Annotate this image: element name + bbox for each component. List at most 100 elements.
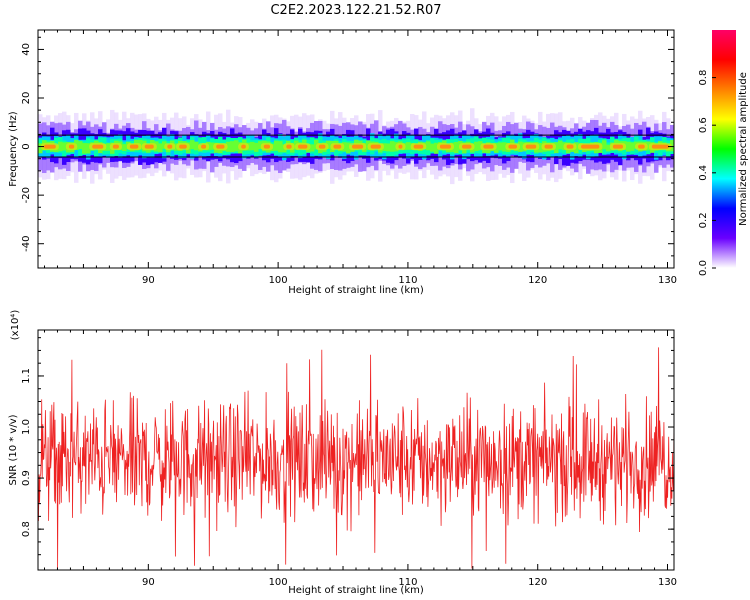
snr-panel: 90 100 110 120 130 0.8 0.9 1.0 1.1 Height of st… <box>8 310 677 596</box>
spectrogram-peak-halo <box>294 143 311 151</box>
x-tick-label: 130 <box>658 577 677 588</box>
spectrogram-cell <box>86 143 91 154</box>
spectrogram-peak-halo <box>436 143 455 151</box>
spectrogram-cell <box>498 142 503 151</box>
spectrogram-peak-halo <box>213 143 228 151</box>
spectrogram-peak-halo <box>283 143 295 151</box>
x-tick-label: 120 <box>528 577 547 588</box>
spectrogram-cell <box>58 141 63 152</box>
y-tick-label: 20 <box>21 92 32 105</box>
spectrogram-peak-halo <box>176 143 190 151</box>
spectrogram-peak-halo <box>395 143 406 151</box>
spectrogram-cell <box>62 142 67 151</box>
y-tick-label: 1.1 <box>21 368 32 384</box>
x-tick-label: 90 <box>142 275 155 286</box>
spectrogram-cell <box>426 141 431 151</box>
snr-series-line <box>38 347 674 569</box>
spectrogram-peak-halo <box>164 143 176 151</box>
spectrogram-peak-halo <box>330 143 345 151</box>
y-tick-label: -40 <box>21 236 32 252</box>
spectrogram-cell <box>454 141 459 154</box>
spectrogram-peak-halo <box>89 143 107 151</box>
spectrogram-cell <box>258 141 263 150</box>
spectrogram-cell <box>538 142 543 153</box>
spectrogram-cell <box>606 144 611 152</box>
spectrogram-cell <box>82 143 87 154</box>
spectrogram-cell <box>190 140 195 150</box>
spectrogram-peak-halo <box>109 143 122 151</box>
spectrogram-peak-halo <box>578 143 603 151</box>
spectrogram-peak-halo <box>65 143 78 151</box>
snr-x-label: Height of straight line (km) <box>288 585 424 596</box>
spectrogram-peak-halo <box>349 143 367 151</box>
x-tick-label: 130 <box>658 275 677 286</box>
spectrogram-y-label: Frequency (Hz) <box>8 111 19 187</box>
spectrogram-cell <box>106 143 111 151</box>
x-tick-label: 100 <box>269 275 288 286</box>
spectrogram-peak-halo <box>367 143 384 151</box>
colorbar-tick-label: 0.8 <box>698 70 709 86</box>
x-tick-label: 90 <box>142 577 155 588</box>
x-tick-label: 100 <box>269 577 288 588</box>
spectrogram-cell <box>406 142 411 150</box>
spectrogram-cell <box>310 144 315 152</box>
y-tick-label: 0.8 <box>21 521 32 537</box>
spectrogram-peak-halo <box>238 143 249 151</box>
spectrogram-peak-halo <box>459 143 475 151</box>
spectrogram-peak-halo <box>541 143 556 151</box>
spectrogram-cell <box>390 141 395 152</box>
y-tick-label: 40 <box>21 43 32 56</box>
spectrogram-cell <box>630 142 635 151</box>
y-tick-label: 0 <box>21 143 32 149</box>
spectrogram-cell <box>78 141 83 150</box>
spectrogram-cell <box>646 141 651 151</box>
spectrogram-cell <box>210 142 215 150</box>
spectrogram-peak-halo <box>505 143 521 151</box>
snr-y-ticks: 0.8 0.9 1.0 1.1 <box>21 337 674 556</box>
y-tick-label: -20 <box>21 187 32 203</box>
spectrogram-cell <box>518 141 523 152</box>
spectrogram-cell <box>382 143 387 151</box>
spectrogram-x-ticks: 90 100 110 120 130 <box>43 30 677 286</box>
colorbar-label: Normalized spectral amplitude <box>738 72 749 226</box>
spectrogram-peak-halo <box>522 143 540 151</box>
spectrogram-cell <box>474 141 479 152</box>
spectrogram-cell <box>326 140 331 149</box>
spectrogram-band <box>38 108 674 185</box>
spectrogram-peak-halo <box>198 143 210 151</box>
x-tick-label: 120 <box>528 275 547 286</box>
snr-plot-area <box>38 330 674 570</box>
spectrogram-cell <box>478 141 483 151</box>
colorbar-tick-label: 0.6 <box>698 117 709 133</box>
spectrogram-cell <box>434 142 439 154</box>
spectrogram-cell <box>230 141 235 153</box>
colorbar-tick-label: 0.4 <box>698 165 709 181</box>
spectrogram-cell <box>162 141 167 149</box>
spectrogram-cell <box>226 141 231 152</box>
spectrogram-cell <box>234 140 239 152</box>
x-tick-label: 110 <box>398 577 417 588</box>
spectrogram-peak-halo <box>141 143 157 151</box>
spectrogram-cell <box>626 141 631 152</box>
spectrogram-peak-halo <box>410 143 427 151</box>
spectrogram-peak-halo <box>126 143 142 151</box>
spectrogram-peak-halo <box>648 143 672 151</box>
y-tick-label: 1.0 <box>21 419 32 435</box>
spectrogram-panel: 90 100 110 120 130 40 20 0 -20 -40 Height of str… <box>8 29 677 296</box>
spectrogram-peak-halo <box>563 143 577 151</box>
colorbar: 0.0 0.2 0.4 0.6 0.8 Normalized spectral ampl… <box>698 30 749 276</box>
y-tick-label: 0.9 <box>21 470 32 486</box>
spectrogram-peak-halo <box>635 143 648 151</box>
spectrogram-y-ticks: 40 20 0 -20 -40 <box>21 36 674 269</box>
spectrogram-peak-halo <box>315 143 329 151</box>
x-tick-label: 110 <box>398 275 417 286</box>
spectrogram-cell <box>346 142 351 154</box>
spectrogram-cell <box>250 141 255 151</box>
spectrogram-cell <box>254 142 259 152</box>
colorbar-gradient <box>712 30 736 268</box>
spectrogram-peak-halo <box>609 143 627 151</box>
spectrogram-x-label: Height of straight line (km) <box>288 285 424 296</box>
figure-title: C2E2.2023.122.21.52.R07 <box>270 3 441 18</box>
snr-y-multiplier: (x10⁴) <box>10 310 21 341</box>
